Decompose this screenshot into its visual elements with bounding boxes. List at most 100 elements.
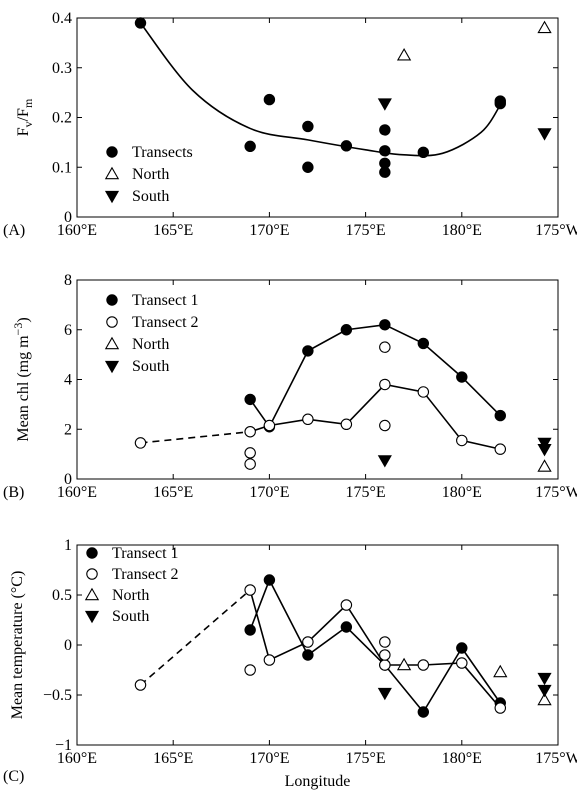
y-tick-label: 2 (64, 421, 72, 438)
series-1-point (418, 387, 428, 397)
series-0-point (245, 141, 255, 151)
legend-label: South (132, 358, 169, 375)
x-tick-label: 180°E (442, 222, 482, 239)
dashed-start-point (135, 438, 145, 448)
x-tick-label: 165°E (153, 750, 193, 767)
y-tick-label: 0 (64, 637, 72, 654)
series-0-point (303, 346, 313, 356)
fit-curve (140, 23, 500, 156)
y-tick-label: 8 (64, 272, 72, 289)
series-0-point (341, 141, 351, 151)
legend-label: Transect 1 (132, 292, 199, 309)
y-axis-title: Mean chl (mg m−3) (11, 317, 32, 441)
extra-point (380, 420, 390, 430)
legend-marker (106, 168, 118, 179)
y-tick-label: 0 (64, 471, 72, 488)
series-1-point (303, 637, 313, 647)
y-tick-label: 0.1 (52, 159, 72, 176)
series-0-point (303, 162, 313, 172)
series-1-point (457, 435, 467, 445)
x-tick-label: 170°E (249, 222, 289, 239)
panel-c: 160°E 165°E 170°E 175°E 180°E 175°W −1 −0.5 0 0.5… (3, 537, 577, 790)
legend-label: North (112, 587, 149, 604)
plot-frame (77, 280, 558, 479)
legend-marker (107, 317, 117, 327)
series-1-point (380, 379, 390, 389)
y-axis-title: Mean temperature (°C) (9, 571, 26, 720)
series-1-point (457, 658, 467, 668)
dashed-start-point (135, 680, 145, 690)
series-0-point (380, 320, 390, 330)
series-0-point (135, 18, 145, 28)
y-tick-label: 6 (64, 322, 72, 339)
series-1-point (398, 49, 410, 60)
panel-label: (C) (3, 768, 24, 785)
legend-marker (87, 569, 97, 579)
series-3-point (538, 673, 550, 684)
extra-point (245, 459, 255, 469)
series-0-point (495, 98, 505, 108)
panel-label: (A) (3, 222, 25, 239)
legend-label: Transects (132, 144, 193, 161)
legend-label: Transect 2 (132, 314, 199, 331)
y-tick-label: 0 (64, 209, 72, 226)
panel-label: (B) (3, 484, 24, 501)
legend-marker (86, 611, 98, 622)
series-0-point (418, 147, 428, 157)
legend-marker (106, 361, 118, 372)
series-0-point (418, 338, 428, 348)
dashed-line (140, 590, 250, 685)
panel-b: 160°E 165°E 170°E 175°E 180°E 175°W 0 2 4 6 8 Mean … (3, 272, 577, 501)
x-tick-label: 180°E (442, 750, 482, 767)
y-tick-label: 0.5 (52, 587, 72, 604)
series-0-point (245, 394, 255, 404)
x-axis-title: Longitude (285, 773, 351, 790)
dashed-line (140, 432, 250, 443)
x-tick-label: 175°W (535, 222, 577, 239)
x-tick-label: 160°E (57, 484, 97, 501)
legend-marker (107, 147, 117, 157)
x-tick-label: 175°E (346, 222, 386, 239)
series-0-point (303, 650, 313, 660)
series-0-point (457, 372, 467, 382)
series-0-point (245, 625, 255, 635)
x-tick-label: 170°E (249, 750, 289, 767)
extra-point (245, 448, 255, 458)
series-1-point (341, 600, 351, 610)
y-tick-label: 0.3 (52, 60, 72, 77)
y-tick-label: −0.5 (43, 687, 72, 704)
series-1-point (264, 655, 274, 665)
series-0-point (303, 121, 313, 131)
series-1-point (303, 414, 313, 424)
x-tick-label: 180°E (442, 484, 482, 501)
legend-marker (86, 589, 98, 600)
y-tick-label: 0.4 (52, 10, 72, 27)
series-2-point (494, 666, 506, 677)
x-tick-label: 175°W (535, 750, 577, 767)
legend-label: Transect 1 (112, 545, 179, 562)
series-2-point (379, 99, 391, 110)
series-0-point (380, 146, 390, 156)
series-1-point (495, 703, 505, 713)
extra-point (380, 637, 390, 647)
series-0-point (264, 575, 274, 585)
x-tick-label: 175°E (346, 484, 386, 501)
y-tick-label: 0.2 (52, 110, 72, 127)
x-tick-label: 165°E (153, 484, 193, 501)
series-3-point (538, 445, 550, 456)
legend-marker (106, 338, 118, 349)
y-tick-label: 4 (64, 372, 72, 389)
legend-marker (107, 295, 117, 305)
series-0-point (457, 643, 467, 653)
series-1-point (538, 22, 550, 33)
series-1-point (245, 427, 255, 437)
legend-label: Transect 2 (112, 566, 179, 583)
legend: Transect 1 Transect 2 North South (86, 545, 179, 625)
legend-marker (106, 191, 118, 202)
legend-label: South (112, 608, 149, 625)
y-axis-title: Fv/Fm (15, 98, 35, 136)
legend-marker (87, 548, 97, 558)
legend-label: North (132, 166, 169, 183)
legend: Transect 1 Transect 2 North South (106, 292, 199, 375)
